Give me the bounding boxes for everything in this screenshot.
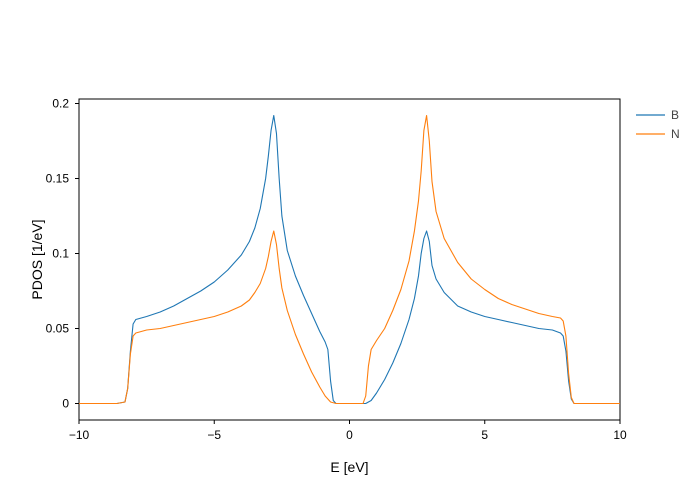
series-line-n [79,114,620,405]
y-tick-label: 0.05 [46,322,70,336]
legend-label-b: B [671,108,679,122]
y-axis-title: PDOS [1/eV] [29,219,45,299]
x-tick-label: 10 [613,428,627,442]
x-tick-label: 5 [481,428,488,442]
x-tick-label: −5 [207,428,221,442]
x-tick-label: 0 [346,428,353,442]
series-layer [79,114,620,405]
y-tick-label: 0 [62,397,69,411]
y-axis-ticks: 0 0.05 0.1 0.15 0.2 [46,97,79,411]
y-tick-label: 0.2 [52,97,69,111]
legend: BN [636,108,680,141]
x-axis-title: E [eV] [330,459,368,475]
x-axis-ticks: −10 −5 0 5 10 [69,420,627,442]
x-tick-label: −10 [69,428,90,442]
y-tick-label: 0.15 [46,172,70,186]
series-line-b [79,114,620,405]
y-tick-label: 0.1 [52,247,69,261]
legend-label-n: N [671,127,680,141]
